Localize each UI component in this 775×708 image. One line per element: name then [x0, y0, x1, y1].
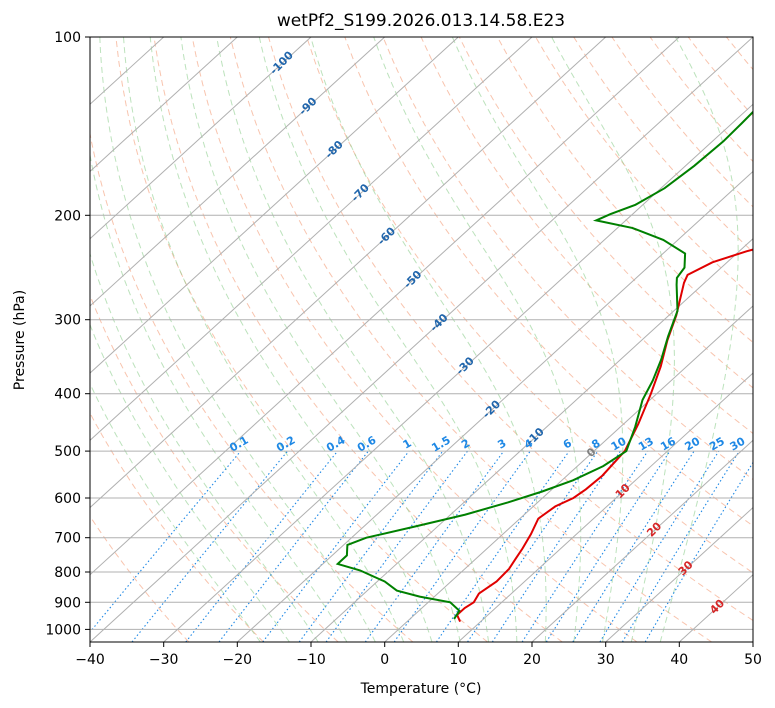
mixing-ratio-line — [435, 450, 570, 642]
moist-adiabat — [310, 37, 547, 642]
mixing-ratio-line — [572, 450, 695, 642]
moist-adiabat — [180, 37, 461, 642]
mixing-ratio-line — [185, 450, 339, 642]
mixing-ratio-line — [90, 450, 242, 633]
y-tick-label: 300 — [54, 313, 81, 329]
isotherm-line — [236, 170, 753, 642]
mixing-ratio-line — [491, 450, 621, 642]
dry-adiabat — [268, 37, 753, 622]
moist-adiabat — [99, 37, 376, 642]
y-tick-label: 600 — [54, 491, 81, 507]
isotherm-line — [605, 506, 753, 642]
x-tick-label: −30 — [149, 652, 179, 668]
mixing-ratio-line — [545, 450, 671, 642]
mixing-ratio-line — [262, 450, 410, 642]
isotherm-line — [90, 37, 533, 442]
x-tick-label: −20 — [223, 652, 253, 668]
y-axis-ticks: 1000 900 800 700 600 500 400 300 200 100 — [45, 30, 90, 638]
mixing-ratio-line — [467, 450, 599, 642]
isotherm-line — [90, 37, 459, 374]
isotherm-line — [90, 37, 386, 307]
dry-adiabat — [191, 37, 638, 642]
dry-adiabat — [90, 412, 264, 642]
y-tick-label: 500 — [54, 444, 81, 460]
moist-adiabat — [149, 37, 433, 642]
x-tick-label: −40 — [75, 652, 105, 668]
mixing-ratio-line — [131, 450, 289, 642]
x-axis-title: Temperature (°C) — [360, 681, 482, 697]
moist-adiabat — [123, 37, 405, 642]
isotherm-line — [384, 305, 753, 642]
mixing-ratio-line — [621, 450, 740, 642]
dry-adiabat — [765, 37, 775, 642]
x-tick-label: 50 — [744, 652, 762, 668]
isotherm-line — [457, 372, 753, 642]
x-tick-label: 0 — [380, 652, 389, 668]
x-tick-label: 20 — [523, 652, 541, 668]
mixing-ratio-lines — [90, 450, 753, 642]
isobar-gridlines — [90, 37, 753, 630]
isotherm-line — [90, 37, 607, 509]
mixing-ratio-line — [364, 450, 505, 642]
chart-title: wetPf2_S199.2026.013.14.58.E23 — [277, 11, 565, 31]
isotherm-gridlines — [90, 37, 753, 642]
y-tick-label: 1000 — [45, 622, 81, 638]
moist-adiabat — [551, 37, 675, 642]
y-tick-label: 200 — [54, 208, 81, 224]
dry-adiabat — [535, 37, 753, 298]
y-tick-label: 400 — [54, 387, 81, 403]
isotherm-line — [90, 37, 312, 240]
isotherm-line — [90, 37, 238, 173]
y-tick-label: 900 — [54, 595, 81, 611]
x-tick-label: 10 — [449, 652, 467, 668]
profile-series — [335, 110, 753, 623]
isotherm-line — [90, 37, 680, 576]
dry-adiabat — [382, 37, 753, 481]
moist-adiabat — [216, 37, 489, 642]
y-tick-label: 700 — [54, 531, 81, 547]
y-tick-label: 100 — [54, 30, 81, 46]
dry-adiabat — [90, 515, 190, 642]
isotherm-line — [163, 103, 753, 642]
x-axis-ticks: −40 −30 −20 −10 0 10 20 30 40 50 — [75, 642, 762, 668]
isotherm-line — [90, 37, 753, 642]
moist-adiabat — [659, 37, 739, 642]
x-tick-label: 40 — [670, 652, 688, 668]
isotherm-line — [531, 439, 753, 642]
isotherm-line — [310, 237, 753, 642]
mixing-ratio-line — [325, 450, 468, 642]
mixing-ratio-line — [298, 450, 444, 642]
moist-adiabat — [90, 323, 290, 642]
dry-adiabat — [90, 131, 414, 642]
moist-adiabats — [90, 37, 739, 642]
temperature-profile-line — [455, 248, 753, 623]
dewpoint-profile-line — [335, 110, 753, 620]
moist-adiabat — [258, 37, 518, 642]
dry-adiabat — [153, 37, 563, 642]
isotherm-line — [752, 641, 753, 642]
dry-adiabat — [306, 37, 753, 574]
mixing-ratio-line — [521, 450, 649, 642]
y-tick-label: 800 — [54, 565, 81, 581]
moist-adiabat — [90, 152, 348, 642]
x-tick-label: −10 — [296, 652, 326, 668]
x-tick-label: 30 — [597, 652, 615, 668]
moist-adiabat — [90, 382, 261, 642]
y-axis-title: Pressure (hPa) — [12, 290, 28, 390]
moist-adiabat — [451, 37, 624, 642]
plot-frame — [89, 36, 754, 643]
moist-adiabat — [90, 252, 319, 642]
